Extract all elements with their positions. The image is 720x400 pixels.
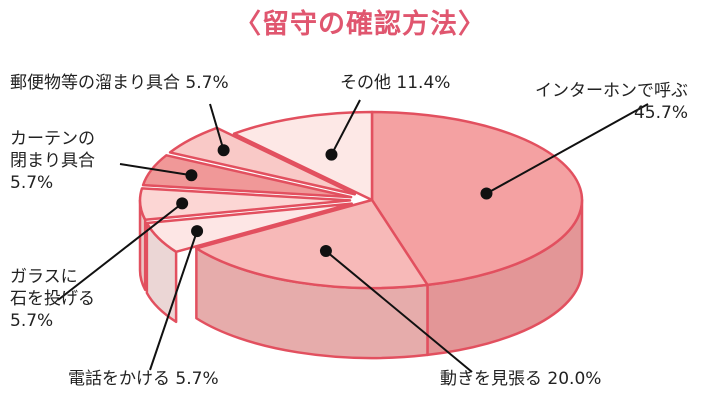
label-other: その他 11.4% (340, 73, 451, 93)
pie-slice-0 (370, 110, 584, 287)
leader-line-0 (485, 103, 649, 195)
pie-slice-6 (232, 110, 374, 202)
pie-slice-2 (145, 202, 353, 254)
leader-dot-1 (319, 245, 332, 258)
leader-dot-0 (480, 187, 493, 200)
chart-title: 〈留守の確認方法〉 (234, 9, 486, 40)
leader-line-2 (149, 230, 199, 371)
leader-dot-6 (325, 148, 338, 161)
label-intercom: インターホンで呼ぶ 45.7% (535, 81, 688, 123)
leader-dot-5 (217, 144, 230, 157)
leader-line-4 (119, 163, 192, 177)
label-glass: ガラスに 石を投げる 5.7% (10, 267, 95, 331)
label-curtain: カーテンの 閉まり具合 5.7% (10, 129, 95, 193)
label-watch: 動きを見張る 20.0% (440, 369, 602, 389)
leader-dot-4 (185, 169, 198, 182)
pie-slice-3 (138, 187, 352, 221)
leader-line-6 (330, 99, 361, 156)
leader-line-3 (57, 202, 183, 301)
leader-line-1 (325, 250, 473, 373)
leader-line-5 (209, 103, 225, 151)
pie-slice-1 (195, 198, 429, 290)
leader-dot-2 (191, 225, 204, 238)
label-phone: 電話をかける 5.7% (68, 369, 219, 389)
leader-dot-3 (176, 197, 189, 210)
label-mail: 郵便物等の溜まり具合 5.7% (10, 73, 229, 93)
